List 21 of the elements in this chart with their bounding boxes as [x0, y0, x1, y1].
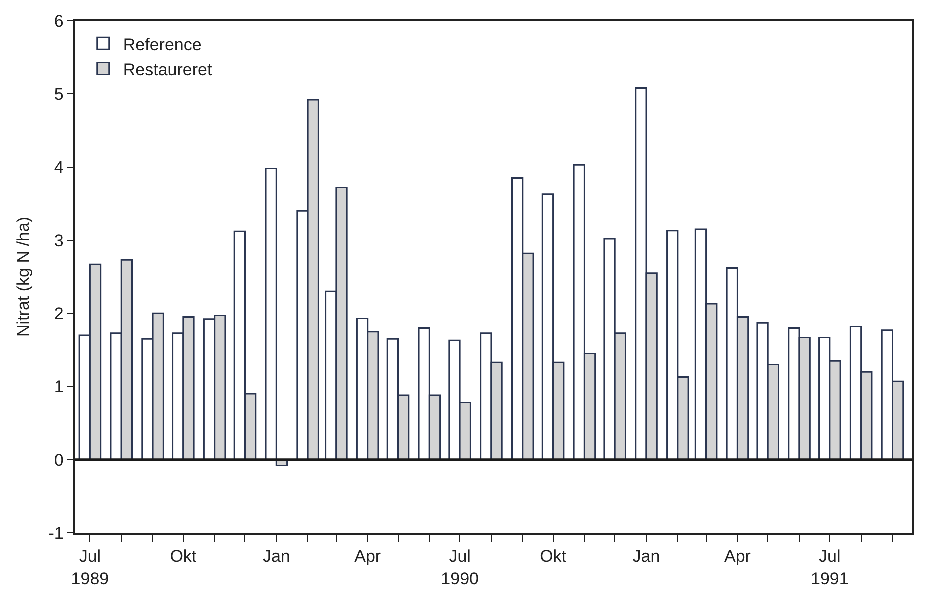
x-tick-label: Apr: [354, 547, 382, 566]
legend-label: Reference: [123, 35, 202, 54]
x-tick-label: Apr: [724, 547, 752, 566]
x-tick-label: Okt: [170, 547, 197, 566]
x-tick-label: Jul 1989: [71, 547, 110, 588]
bar: [265, 168, 278, 461]
y-tick-label: 0: [54, 450, 64, 470]
y-axis-title: Nitrat (kg N /ha): [14, 217, 33, 337]
y-tick-label: 3: [54, 231, 64, 250]
x-tick-label: Jan: [262, 547, 290, 566]
legend-label: Restaureret: [123, 60, 212, 80]
x-tick-label: Jul 1990: [441, 547, 479, 588]
x-tick-label: Okt: [540, 547, 567, 566]
y-tick-label: 1: [54, 378, 64, 397]
y-tick-label: 4: [54, 158, 64, 178]
y-tick-label: 5: [54, 85, 64, 104]
y-tick-label: 2: [54, 304, 64, 324]
x-tick-label: Jan: [632, 547, 660, 566]
y-tick-label: -1: [48, 524, 64, 543]
y-tick-label: 6: [54, 12, 64, 31]
x-tick-label: Jul 1991: [811, 547, 849, 588]
